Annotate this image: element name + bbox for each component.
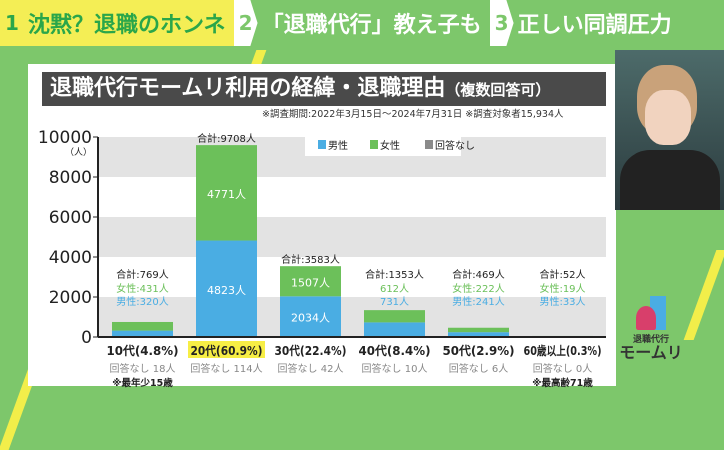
female-value-label: 1507人 (291, 276, 330, 289)
legend-label: 回答なし (435, 139, 475, 152)
y-tick-label: 8000 (49, 168, 92, 188)
no-answer-label: 回答なし 0人 (533, 362, 593, 375)
bar-male (364, 322, 425, 337)
category-label: 10代(4.8%) (107, 343, 179, 358)
y-axis-unit: （人） (65, 147, 92, 158)
logo-line2: モームリ (616, 345, 686, 361)
footnote: ※最高齢71歳 (532, 377, 593, 389)
y-tick-label: 10000 (38, 128, 92, 148)
no-answer-label: 回答なし 114人 (190, 362, 262, 375)
male-value-label: 4823人 (207, 284, 246, 297)
bar-female (364, 310, 425, 322)
legend-swatch (318, 140, 326, 149)
legend-swatch (370, 140, 378, 149)
female-value-label: 女性:19人 (539, 282, 585, 295)
total-label: 合計:3583人 (281, 253, 340, 266)
category-label: 60歳以上(0.3%) (524, 343, 602, 358)
total-label: 合計:52人 (539, 268, 585, 281)
female-value-label: 女性:431人 (116, 282, 168, 295)
y-tick-label: 4000 (49, 248, 92, 268)
category-label: 40代(8.4%) (359, 343, 431, 358)
momuri-logo: 退職代行 モームリ (616, 292, 686, 361)
category-label: 50代(2.9%) (443, 343, 515, 358)
no-answer-label: 回答なし 42人 (278, 362, 344, 375)
male-value-label: 男性:33人 (539, 295, 585, 308)
female-value-label: 4771人 (207, 188, 246, 201)
no-answer-label: 回答なし 6人 (449, 362, 509, 375)
y-tick-label: 0 (81, 328, 92, 348)
male-value-label: 男性:320人 (116, 295, 168, 308)
legend-label: 男性 (328, 139, 348, 152)
legend-label: 女性 (380, 139, 400, 152)
bar-female (112, 322, 173, 331)
total-label: 合計:769人 (116, 268, 168, 281)
total-label: 合計:469人 (452, 268, 504, 281)
no-answer-label: 回答なし 10人 (362, 362, 428, 375)
female-value-label: 612人 (380, 283, 409, 295)
female-value-label: 女性:222人 (452, 282, 504, 295)
y-tick-label: 2000 (49, 288, 92, 308)
male-value-label: 2034人 (291, 312, 330, 325)
total-label: 合計:9708人 (197, 132, 256, 145)
total-label: 合計:1353人 (365, 268, 424, 281)
male-value-label: 男性:241人 (452, 295, 504, 308)
grid-band (98, 217, 606, 257)
logo-building-icon (632, 292, 670, 332)
grid-band (98, 297, 606, 337)
y-tick-label: 6000 (49, 208, 92, 228)
footnote: ※最年少15歳 (112, 377, 173, 389)
male-value-label: 731人 (380, 296, 409, 308)
bar-female (448, 328, 509, 332)
category-label: 20代(60.9%) (191, 343, 263, 358)
category-label: 30代(22.4%) (275, 343, 347, 358)
legend-swatch (425, 140, 433, 149)
no-answer-label: 回答なし 18人 (110, 362, 176, 375)
